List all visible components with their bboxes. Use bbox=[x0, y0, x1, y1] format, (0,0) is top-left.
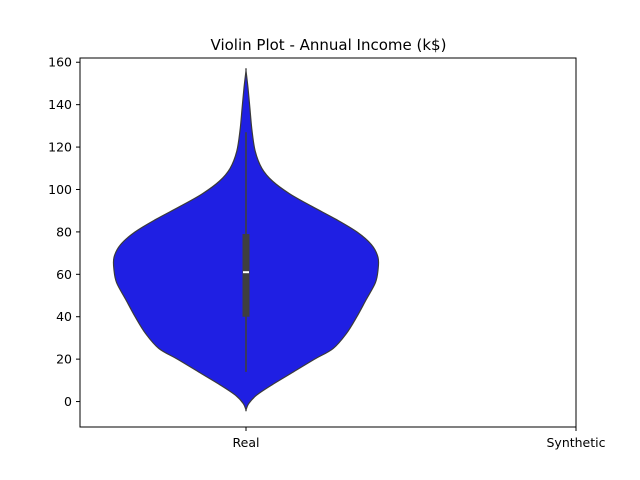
y-tick-label: 40 bbox=[56, 309, 72, 324]
violin-iqr-box bbox=[242, 234, 250, 317]
axes-frame bbox=[79, 57, 577, 428]
axis-ticks: 0 20 40 60 80 100 120 140 160 Real Synthetic bbox=[48, 55, 605, 450]
x-tick-label: Real bbox=[233, 435, 260, 450]
y-tick-label: 140 bbox=[48, 97, 72, 112]
chart-title: Violin Plot - Annual Income (k$) bbox=[211, 36, 447, 54]
y-tick-label: 20 bbox=[56, 352, 72, 367]
x-tick-label: Synthetic bbox=[546, 435, 605, 450]
y-tick-label: 80 bbox=[56, 224, 72, 239]
y-tick-label: 120 bbox=[48, 140, 72, 155]
y-tick-label: 160 bbox=[48, 55, 72, 70]
y-tick-label: 100 bbox=[48, 182, 72, 197]
y-tick-label: 60 bbox=[56, 267, 72, 282]
plot-area bbox=[112, 68, 380, 412]
y-tick-label: 0 bbox=[64, 394, 72, 409]
